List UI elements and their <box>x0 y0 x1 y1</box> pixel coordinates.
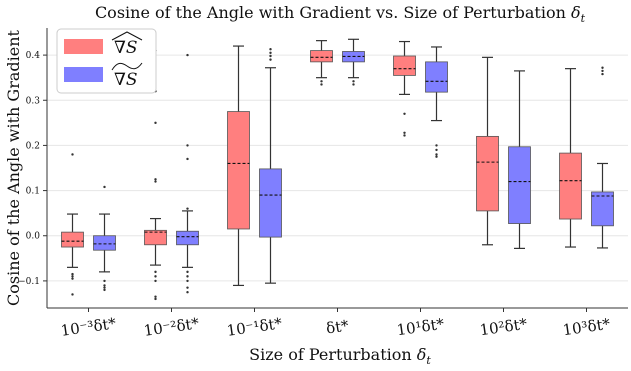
svg-text:∇S: ∇S <box>114 70 138 90</box>
outlier-point <box>154 279 157 283</box>
legend-swatch-nabla-s-tilde <box>64 67 103 82</box>
outlier-point <box>71 275 74 278</box>
x-tick-label: 10³δt* <box>562 315 612 340</box>
outlier-point <box>154 297 157 301</box>
y-tick-label: −0.1 <box>18 277 40 287</box>
outlier-point <box>269 54 272 58</box>
svg-text:∇S: ∇S <box>114 38 138 58</box>
box-iqr <box>176 230 199 246</box>
box-iqr <box>227 111 250 230</box>
outlier-point <box>269 48 272 51</box>
box-iqr <box>259 168 282 238</box>
box-iqr <box>508 146 531 224</box>
outlier-point <box>186 207 189 210</box>
outlier-point <box>186 290 189 294</box>
outlier-point <box>103 284 106 287</box>
y-tick-label: 0.4 <box>26 51 41 61</box>
legend-label-nabla-s-tilde: ∇S <box>111 62 143 90</box>
outlier-point <box>103 279 106 283</box>
x-tick-label: 10⁻³δt* <box>60 314 118 340</box>
y-tick-label: 0.3 <box>26 96 41 106</box>
x-tick-label: 10⁻²δt* <box>143 314 201 340</box>
outlier-point <box>103 286 106 289</box>
outlier-point <box>186 275 189 278</box>
outlier-point <box>435 148 438 152</box>
x-tick-label: δt* <box>325 316 350 337</box>
outlier-point <box>186 286 189 289</box>
y-tick-label: 0.2 <box>26 141 40 151</box>
box-iqr <box>591 191 614 227</box>
outlier-point <box>435 155 438 158</box>
outlier-point <box>320 80 323 83</box>
outlier-point <box>601 69 604 73</box>
outlier-point <box>403 112 406 116</box>
box-iqr <box>393 55 416 76</box>
outlier-point <box>186 279 189 283</box>
outlier-point <box>103 288 106 292</box>
outlier-point <box>154 178 157 181</box>
box-iqr <box>61 231 84 248</box>
outlier-point <box>352 83 355 86</box>
outlier-point <box>186 53 189 57</box>
y-tick-label: 0.0 <box>26 232 41 242</box>
outlier-point <box>186 270 189 274</box>
outlier-point <box>154 270 157 274</box>
outlier-point <box>320 83 323 86</box>
box-iqr <box>93 235 116 251</box>
outlier-point <box>154 121 157 125</box>
y-tick-label: 0.1 <box>26 187 40 197</box>
outlier-point <box>154 180 157 183</box>
outlier-point <box>435 144 438 147</box>
outlier-point <box>435 153 438 156</box>
box-iqr <box>310 50 333 63</box>
wide-tilde-icon <box>111 62 143 71</box>
legend: ∇S ∇S <box>56 28 157 94</box>
box-iqr <box>425 61 448 93</box>
legend-swatch-nabla-s-hat <box>64 39 103 54</box>
box-iqr <box>144 229 167 246</box>
wide-hat-icon <box>111 31 143 41</box>
outlier-point <box>186 144 189 147</box>
outlier-point <box>186 157 189 161</box>
outlier-point <box>71 277 74 280</box>
outlier-point <box>154 295 157 298</box>
outlier-point <box>71 153 74 156</box>
outlier-point <box>103 185 106 189</box>
outlier-point <box>71 272 74 276</box>
legend-label-nabla-s-hat: ∇S <box>111 31 143 58</box>
outlier-point <box>269 58 272 61</box>
outlier-point <box>601 72 604 76</box>
box-iqr <box>476 135 499 212</box>
outlier-point <box>403 131 406 134</box>
x-axis-label: Size of Perturbation δt <box>249 345 431 366</box>
outlier-point <box>352 80 355 83</box>
outlier-point <box>601 66 604 69</box>
outlier-point <box>154 275 157 278</box>
outlier-point <box>269 51 272 55</box>
chart-title: Cosine of the Angle with Gradient vs. Si… <box>95 3 586 25</box>
legend-frame <box>56 28 157 94</box>
outlier-point <box>71 293 74 296</box>
x-tick-label: 10¹δt* <box>396 315 446 340</box>
y-axis-label: Cosine of the Angle with Gradient <box>4 29 23 306</box>
x-tick-label: 10⁻¹δt* <box>226 314 284 340</box>
x-tick-label: 10²δt* <box>479 315 529 340</box>
box-iqr <box>559 152 582 220</box>
outlier-point <box>403 134 406 137</box>
